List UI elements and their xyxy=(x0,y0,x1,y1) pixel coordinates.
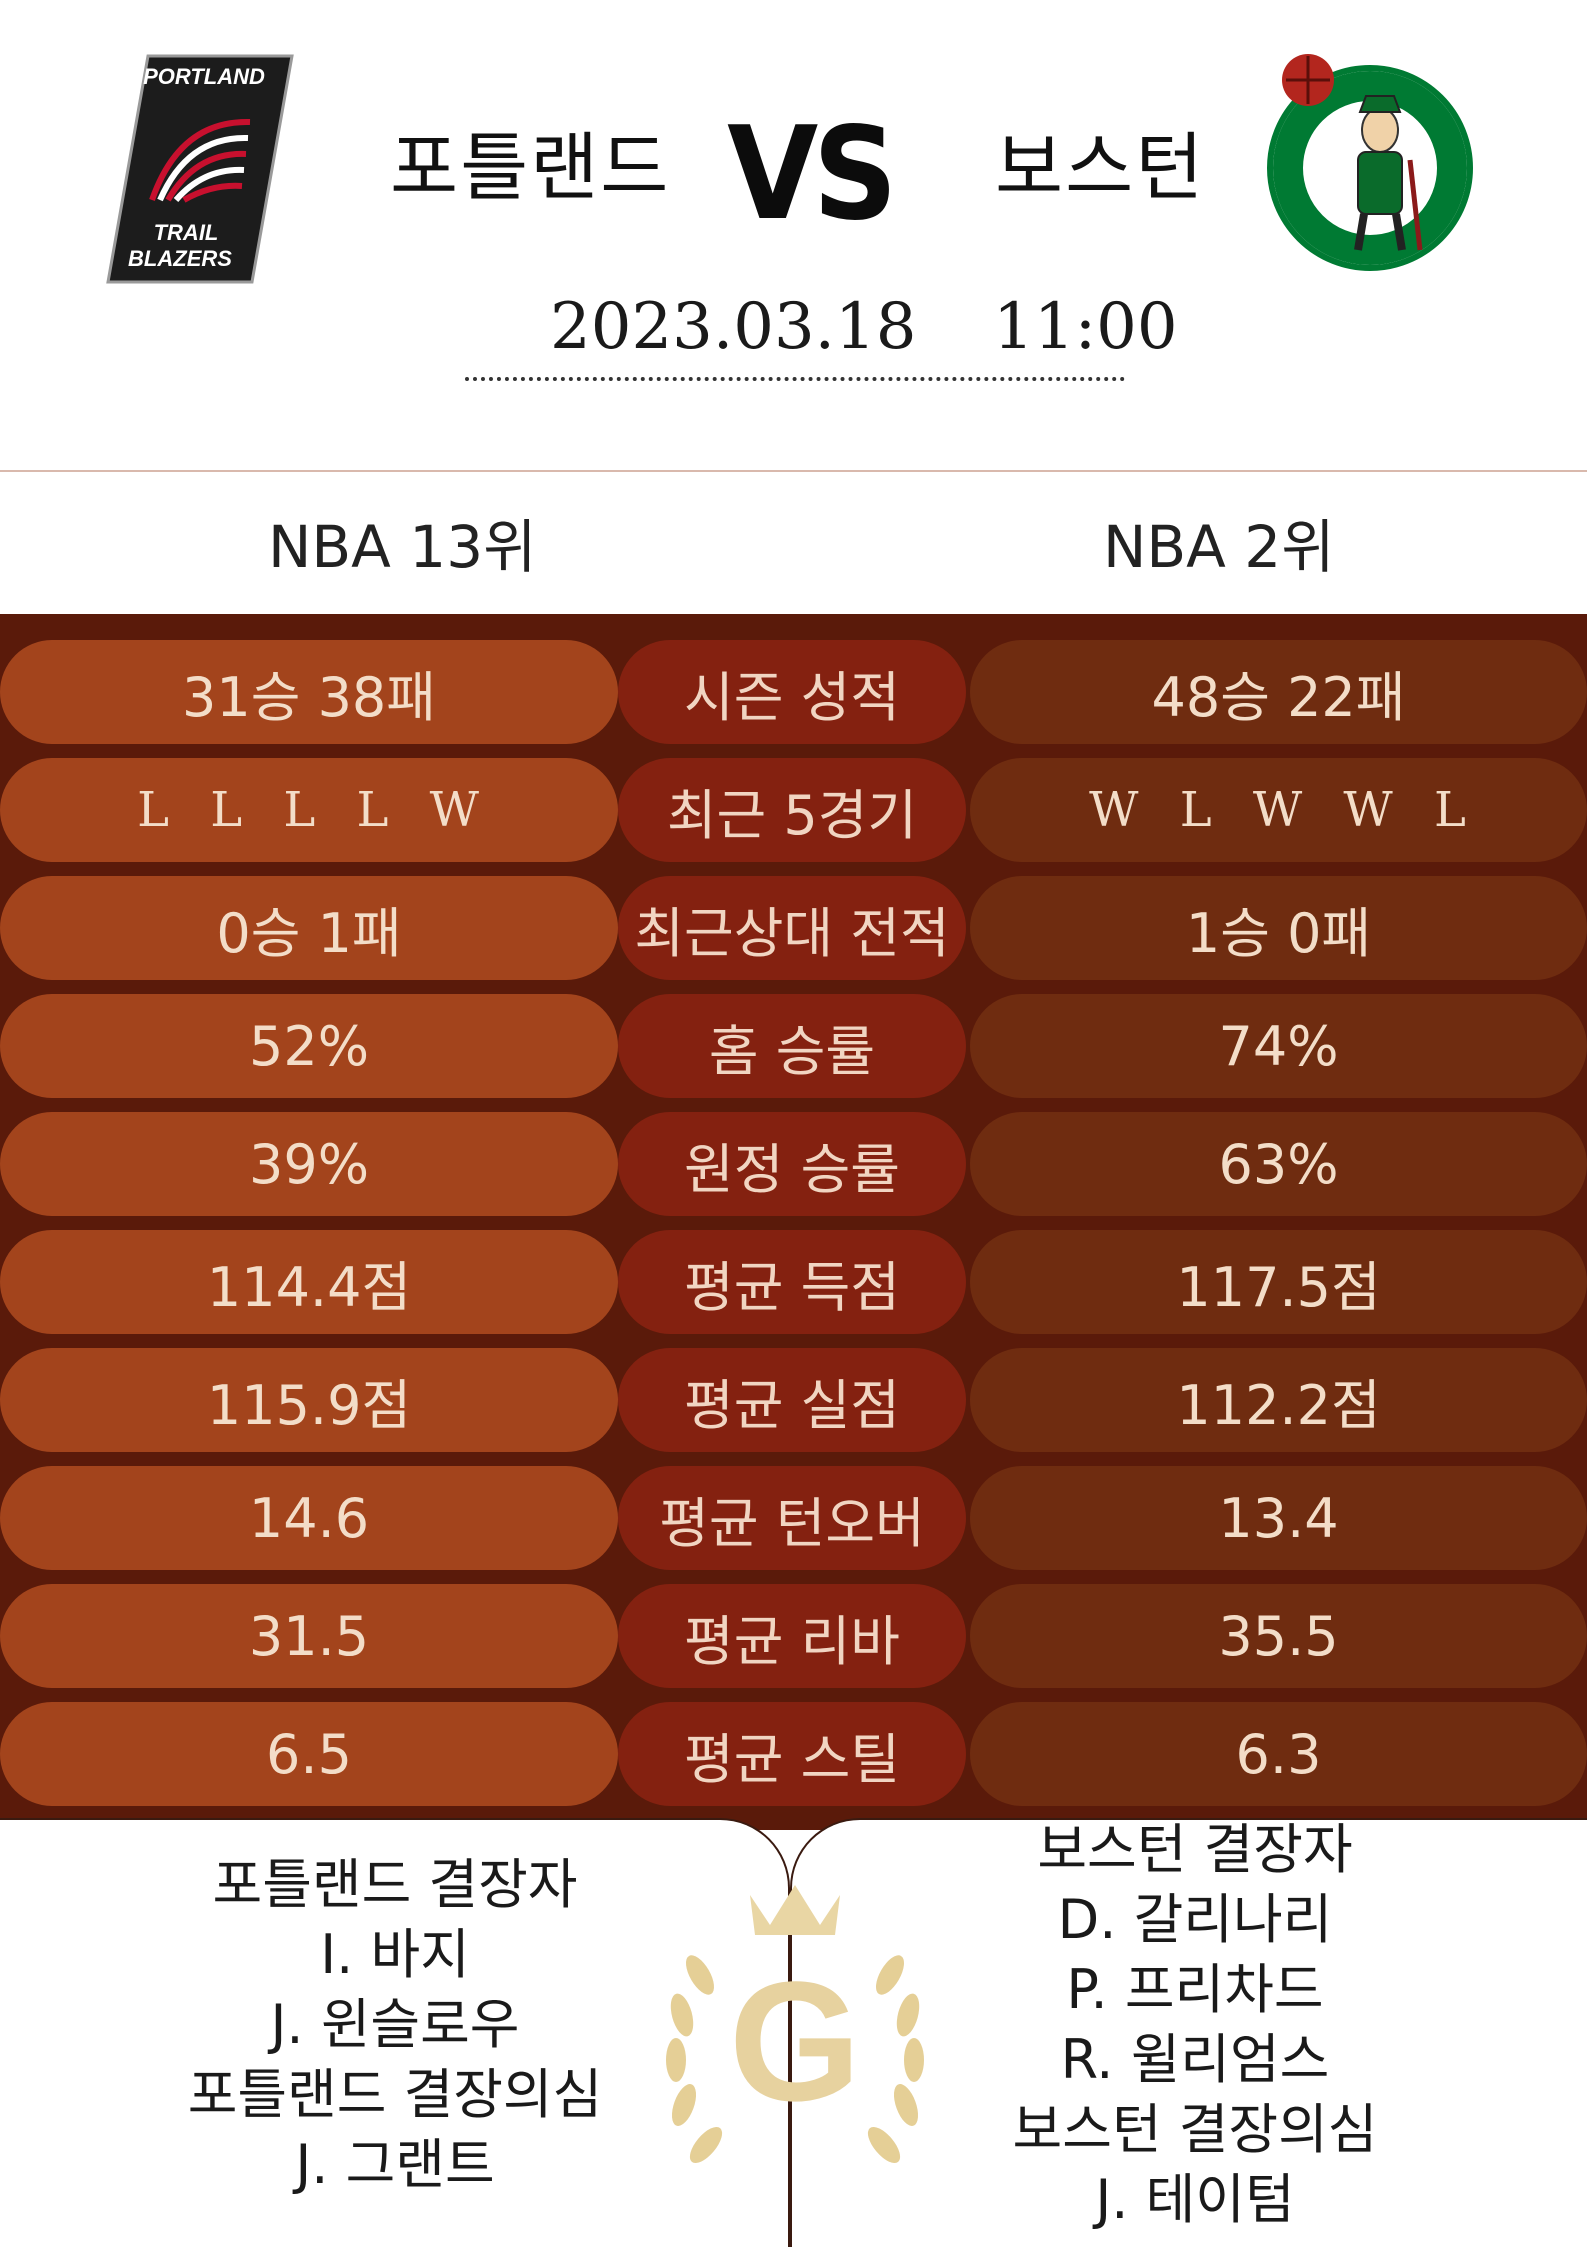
home-rank: NBA 13위 xyxy=(268,513,537,581)
svg-text:TRAIL: TRAIL xyxy=(154,220,219,245)
home-head-to-head: 0승 1패 xyxy=(0,876,618,980)
away-avg-turnovers: 13.4 xyxy=(970,1466,1587,1570)
away-absence-list: 보스턴 결장자 D. 갈리나리 P. 프리차드 R. 윌리엄스 보스턴 결장의심… xyxy=(955,1815,1435,2235)
home-absence-panel xyxy=(0,1818,790,2247)
svg-text:BLAZERS: BLAZERS xyxy=(128,246,232,271)
away-head-to-head: 1승 0패 xyxy=(970,876,1587,980)
label-home-winrate: 홈 승률 xyxy=(618,994,966,1098)
home-absent-player: J. 윈슬로우 xyxy=(270,1993,520,2056)
home-last-5: L L L L W xyxy=(0,758,618,862)
home-doubtful-heading: 포틀랜드 결장의심 xyxy=(187,2063,603,2126)
away-team-logo xyxy=(1260,50,1480,285)
away-absent-player: P. 프리차드 xyxy=(1066,1958,1324,2021)
away-absence-panel xyxy=(790,1818,1587,2247)
away-avg-rebounds: 35.5 xyxy=(970,1584,1587,1688)
home-absent-heading: 포틀랜드 결장자 xyxy=(212,1853,578,1916)
away-absent-player: D. 갈리나리 xyxy=(1057,1888,1333,1951)
label-avg-steals: 평균 스틸 xyxy=(618,1702,966,1806)
away-doubtful-heading: 보스턴 결장의심 xyxy=(1012,2098,1378,2161)
home-avg-points: 114.4점 xyxy=(0,1230,618,1334)
home-team-logo: PORTLAND TRAIL BLAZERS xyxy=(100,50,300,285)
home-absent-player: I. 바지 xyxy=(320,1923,470,1986)
crown-laurel-watermark: G xyxy=(640,1865,950,2205)
home-season-record: 31승 38패 xyxy=(0,640,618,744)
watermark-letter: G xyxy=(729,1947,861,2137)
away-home-winrate: 74% xyxy=(970,994,1587,1098)
away-team-name: 보스턴 xyxy=(995,125,1206,211)
header-divider xyxy=(0,470,1587,472)
home-away-winrate: 39% xyxy=(0,1112,618,1216)
away-avg-allowed: 112.2점 xyxy=(970,1348,1587,1452)
label-avg-turnovers: 평균 턴오버 xyxy=(618,1466,966,1570)
away-absent-player: R. 윌리엄스 xyxy=(1060,2028,1330,2091)
match-datetime: 2023.03.18 11:00 xyxy=(550,290,1178,364)
home-avg-rebounds: 31.5 xyxy=(0,1584,618,1688)
home-absence-list: 포틀랜드 결장자 I. 바지 J. 윈슬로우 포틀랜드 결장의심 J. 그랜트 xyxy=(150,1850,640,2200)
home-avg-turnovers: 14.6 xyxy=(0,1466,618,1570)
label-avg-points: 평균 득점 xyxy=(618,1230,966,1334)
home-doubtful-player: J. 그랜트 xyxy=(295,2133,495,2196)
label-avg-allowed: 평균 실점 xyxy=(618,1348,966,1452)
vs-label: VS xyxy=(727,100,897,249)
label-away-winrate: 원정 승률 xyxy=(618,1112,966,1216)
date-underline xyxy=(465,377,1125,381)
label-last-5: 최근 5경기 xyxy=(618,758,966,862)
away-doubtful-player: J. 테이텀 xyxy=(1095,2168,1295,2231)
away-avg-points: 117.5점 xyxy=(970,1230,1587,1334)
away-away-winrate: 63% xyxy=(970,1112,1587,1216)
away-rank: NBA 2위 xyxy=(1103,513,1335,581)
home-avg-allowed: 115.9점 xyxy=(0,1348,618,1452)
away-absent-heading: 보스턴 결장자 xyxy=(1037,1818,1353,1881)
away-avg-steals: 6.3 xyxy=(970,1702,1587,1806)
home-avg-steals: 6.5 xyxy=(0,1702,618,1806)
away-season-record: 48승 22패 xyxy=(970,640,1587,744)
logo-text-portland: PORTLAND xyxy=(143,64,265,89)
home-team-name: 포틀랜드 xyxy=(390,125,671,211)
home-home-winrate: 52% xyxy=(0,994,618,1098)
label-avg-rebounds: 평균 리바 xyxy=(618,1584,966,1688)
away-last-5: W L W W L xyxy=(970,758,1587,862)
label-head-to-head: 최근상대 전적 xyxy=(618,876,966,980)
label-season-record: 시즌 성적 xyxy=(618,640,966,744)
